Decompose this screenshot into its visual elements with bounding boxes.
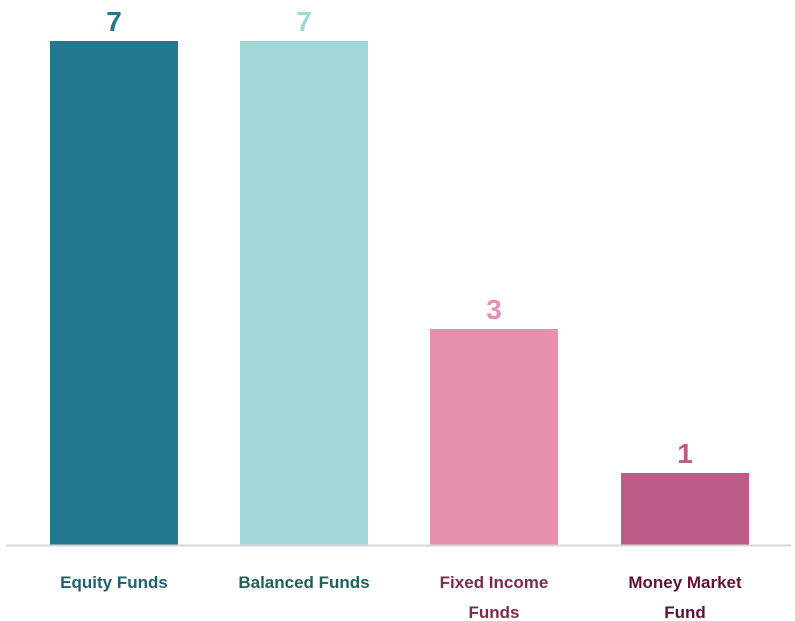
bar-balanced-funds — [240, 41, 368, 545]
bar-equity-funds — [50, 41, 178, 545]
category-label-balanced-funds: Balanced Funds — [238, 573, 369, 592]
value-labels-layer: 7 7 3 1 — [106, 6, 693, 469]
category-label-equity-funds: Equity Funds — [60, 573, 168, 592]
value-label-equity-funds: 7 — [106, 6, 122, 37]
category-label-fixed-income-funds-line-2: Funds — [469, 603, 520, 621]
value-label-balanced-funds: 7 — [296, 6, 312, 37]
value-label-fixed-income-funds: 3 — [486, 294, 502, 325]
bar-fixed-income-funds — [430, 329, 558, 545]
value-label-money-market-fund: 1 — [677, 438, 693, 469]
category-label-money-market-fund-line-2: Fund — [664, 603, 706, 621]
category-label-fixed-income-funds-line-1: Fixed Income — [440, 573, 549, 592]
bar-money-market-fund — [621, 473, 749, 545]
bars-layer — [50, 41, 749, 545]
category-label-money-market-fund-line-1: Money Market — [628, 573, 742, 592]
category-labels-layer: Equity Funds Balanced Funds Fixed Income Fu… — [60, 573, 742, 621]
